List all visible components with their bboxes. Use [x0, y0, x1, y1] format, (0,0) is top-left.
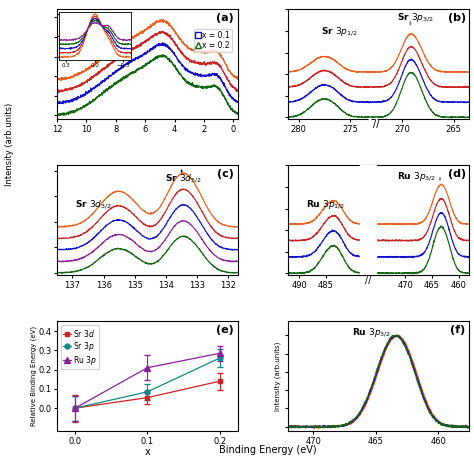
Text: Ru $3p_{1/2}$: Ru $3p_{1/2}$ [307, 199, 346, 211]
X-axis label: x: x [145, 447, 150, 457]
Text: //: // [365, 275, 372, 285]
Text: (c): (c) [217, 169, 234, 179]
Text: Sr $3p_{1/2}$: Sr $3p_{1/2}$ [321, 25, 358, 37]
Text: (b): (b) [447, 13, 465, 23]
Text: Ru $3p_{3/2}$: Ru $3p_{3/2}$ [352, 326, 391, 338]
Text: (f): (f) [450, 325, 465, 335]
Text: //: // [373, 119, 380, 129]
Text: Ru $3p_{3/2}$: Ru $3p_{3/2}$ [397, 170, 436, 182]
Legend: x = 0.1, x = 0.2: x = 0.1, x = 0.2 [194, 29, 232, 53]
Text: Sr $3p_{3/2}$: Sr $3p_{3/2}$ [397, 12, 434, 25]
Text: (d): (d) [447, 169, 465, 179]
Y-axis label: Relative Binding Energy (eV): Relative Binding Energy (eV) [30, 326, 36, 427]
Y-axis label: Intensity (arb.units): Intensity (arb.units) [275, 342, 282, 411]
Text: (e): (e) [217, 325, 234, 335]
Legend: Sr $3d$, Sr $3p$, Ru $3p$: Sr $3d$, Sr $3p$, Ru $3p$ [61, 325, 99, 369]
Text: Sr $3d_{5/2}$: Sr $3d_{5/2}$ [165, 172, 202, 185]
Bar [360, 165, 376, 275]
Text: Intensity (arb.units): Intensity (arb.units) [5, 103, 14, 186]
Text: Binding Energy (eV): Binding Energy (eV) [219, 445, 317, 455]
Text: Sr $3d_{3/2}$: Sr $3d_{3/2}$ [75, 199, 112, 211]
Text: (a): (a) [217, 13, 234, 23]
